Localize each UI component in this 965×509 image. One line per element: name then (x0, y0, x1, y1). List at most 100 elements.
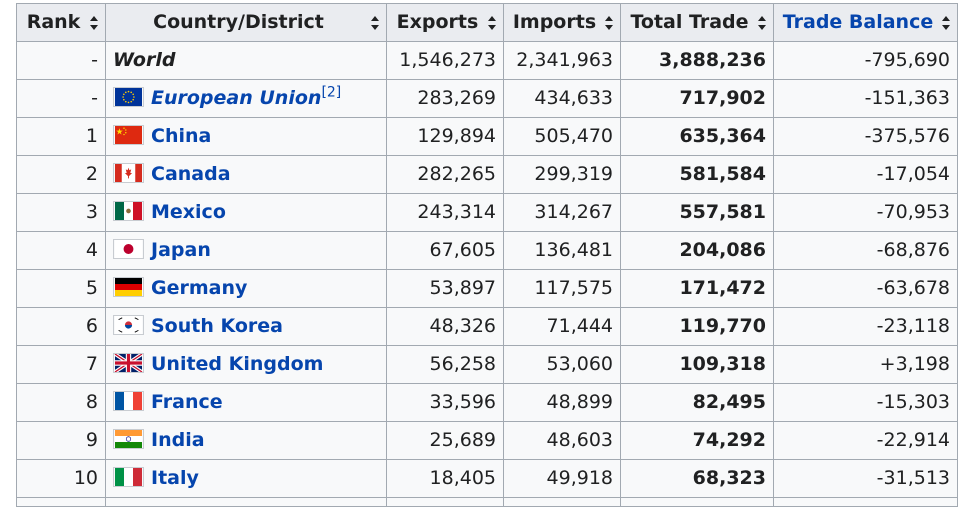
total-trade-cell: 581,584 (620, 155, 774, 194)
sort-icon (371, 15, 379, 30)
rank-cell: 2 (16, 155, 106, 194)
sort-icon (488, 15, 496, 30)
country-link-india[interactable]: India (151, 429, 205, 451)
rank-cell: 3 (16, 193, 106, 232)
total-trade-cell: 68,323 (620, 459, 774, 498)
trade-balance-cell: -151,363 (773, 79, 958, 118)
trade-table-container: Rank Country/District Exports Imports To… (16, 3, 958, 507)
south-korea-flag-icon (113, 314, 144, 335)
total-trade-header-label: Total Trade (630, 11, 749, 33)
trade-balance-cell: -22,914 (773, 421, 958, 460)
country-cell: South Korea (105, 307, 387, 346)
country-cell: Japan (105, 231, 387, 270)
table-row: - World 1,546,273 2,341,963 3,888,236 -7… (16, 41, 958, 80)
imports-header[interactable]: Imports (503, 3, 621, 42)
table-row: 10 Italy 18,405 49,918 68,323 -31,513 (16, 459, 958, 498)
trade-balance-cell: -15,303 (773, 383, 958, 422)
country-cell (105, 497, 387, 507)
trade-table: Rank Country/District Exports Imports To… (16, 3, 958, 507)
rank-cell: 1 (16, 117, 106, 156)
exports-cell: 33,596 (386, 383, 504, 422)
reference-link[interactable]: [2] (321, 84, 342, 101)
india-flag-icon (113, 428, 144, 449)
rank-header[interactable]: Rank (16, 3, 106, 42)
country-cell: Germany (105, 269, 387, 308)
italy-flag-icon (113, 466, 144, 487)
trade-balance-cell: -31,513 (773, 459, 958, 498)
table-row: 2 Canada 282,265 299,319 581,584 -17,054 (16, 155, 958, 194)
imports-cell: 505,470 (503, 117, 621, 156)
table-row: 6 South Korea 48,326 71,444 119,770 -23,… (16, 307, 958, 346)
country-link-mexico[interactable]: Mexico (151, 201, 226, 223)
imports-cell: 49,918 (503, 459, 621, 498)
exports-cell: 25,689 (386, 421, 504, 460)
total-trade-cell: 171,472 (620, 269, 774, 308)
total-trade-cell: 557,581 (620, 193, 774, 232)
trade-balance-cell (773, 497, 958, 507)
country-link-germany[interactable]: Germany (151, 277, 248, 299)
total-trade-header[interactable]: Total Trade (620, 3, 774, 42)
rank-cell: 10 (16, 459, 106, 498)
trade-balance-cell: -17,054 (773, 155, 958, 194)
exports-cell: 18,405 (386, 459, 504, 498)
country-cell: China (105, 117, 387, 156)
trade-balance-cell: -375,576 (773, 117, 958, 156)
rank-cell: 9 (16, 421, 106, 460)
country-cell: Italy (105, 459, 387, 498)
trade-balance-header[interactable]: Trade Balance (773, 3, 958, 42)
imports-cell: 48,603 (503, 421, 621, 460)
country-link-european-union[interactable]: European Union (151, 87, 322, 109)
world-label: World (113, 49, 176, 71)
total-trade-cell: 74,292 (620, 421, 774, 460)
uk-flag-icon (113, 352, 144, 373)
table-row: 9 India 25,689 48,603 74,292 -22,914 (16, 421, 958, 460)
country-link-south-korea[interactable]: South Korea (151, 315, 284, 337)
sort-icon (758, 15, 766, 30)
table-body: - World 1,546,273 2,341,963 3,888,236 -7… (16, 41, 958, 507)
china-flag-icon (113, 124, 144, 145)
exports-cell (386, 497, 504, 507)
country-cell: Mexico (105, 193, 387, 232)
total-trade-cell: 717,902 (620, 79, 774, 118)
country-header[interactable]: Country/District (105, 3, 387, 42)
canada-flag-icon (113, 162, 144, 183)
france-flag-icon (113, 390, 144, 411)
country-link-united-kingdom[interactable]: United Kingdom (151, 353, 324, 375)
country-link-japan[interactable]: Japan (151, 239, 211, 261)
country-cell: India (105, 421, 387, 460)
table-row: 7 United Kingdom 56,258 53,060 109,318 +… (16, 345, 958, 384)
trade-balance-header-link[interactable]: Trade Balance (782, 11, 934, 33)
exports-cell: 282,265 (386, 155, 504, 194)
exports-cell: 283,269 (386, 79, 504, 118)
country-link-france[interactable]: France (151, 391, 223, 413)
sort-icon (90, 15, 98, 30)
country-cell: France (105, 383, 387, 422)
table-row (16, 497, 958, 507)
imports-cell (503, 497, 621, 507)
trade-balance-cell: -63,678 (773, 269, 958, 308)
table-row: 8 France 33,596 48,899 82,495 -15,303 (16, 383, 958, 422)
exports-cell: 56,258 (386, 345, 504, 384)
japan-flag-icon (113, 238, 144, 259)
trade-balance-cell: -23,118 (773, 307, 958, 346)
rank-cell (16, 497, 106, 507)
country-link-china[interactable]: China (151, 125, 212, 147)
country-cell: Canada (105, 155, 387, 194)
exports-cell: 243,314 (386, 193, 504, 232)
sort-icon (942, 15, 950, 30)
country-cell: World (105, 41, 387, 80)
imports-cell: 299,319 (503, 155, 621, 194)
trade-balance-cell: -795,690 (773, 41, 958, 80)
total-trade-cell: 109,318 (620, 345, 774, 384)
rank-cell: 5 (16, 269, 106, 308)
exports-header[interactable]: Exports (386, 3, 504, 42)
exports-cell: 48,326 (386, 307, 504, 346)
total-trade-cell: 119,770 (620, 307, 774, 346)
rank-cell: 6 (16, 307, 106, 346)
country-link-italy[interactable]: Italy (151, 467, 199, 489)
trade-balance-cell: -68,876 (773, 231, 958, 270)
table-row: - European Union[2] 283,269 434,633 717,… (16, 79, 958, 118)
eu-flag-icon (113, 86, 144, 107)
country-link-canada[interactable]: Canada (151, 163, 231, 185)
table-row: 4 Japan 67,605 136,481 204,086 -68,876 (16, 231, 958, 270)
